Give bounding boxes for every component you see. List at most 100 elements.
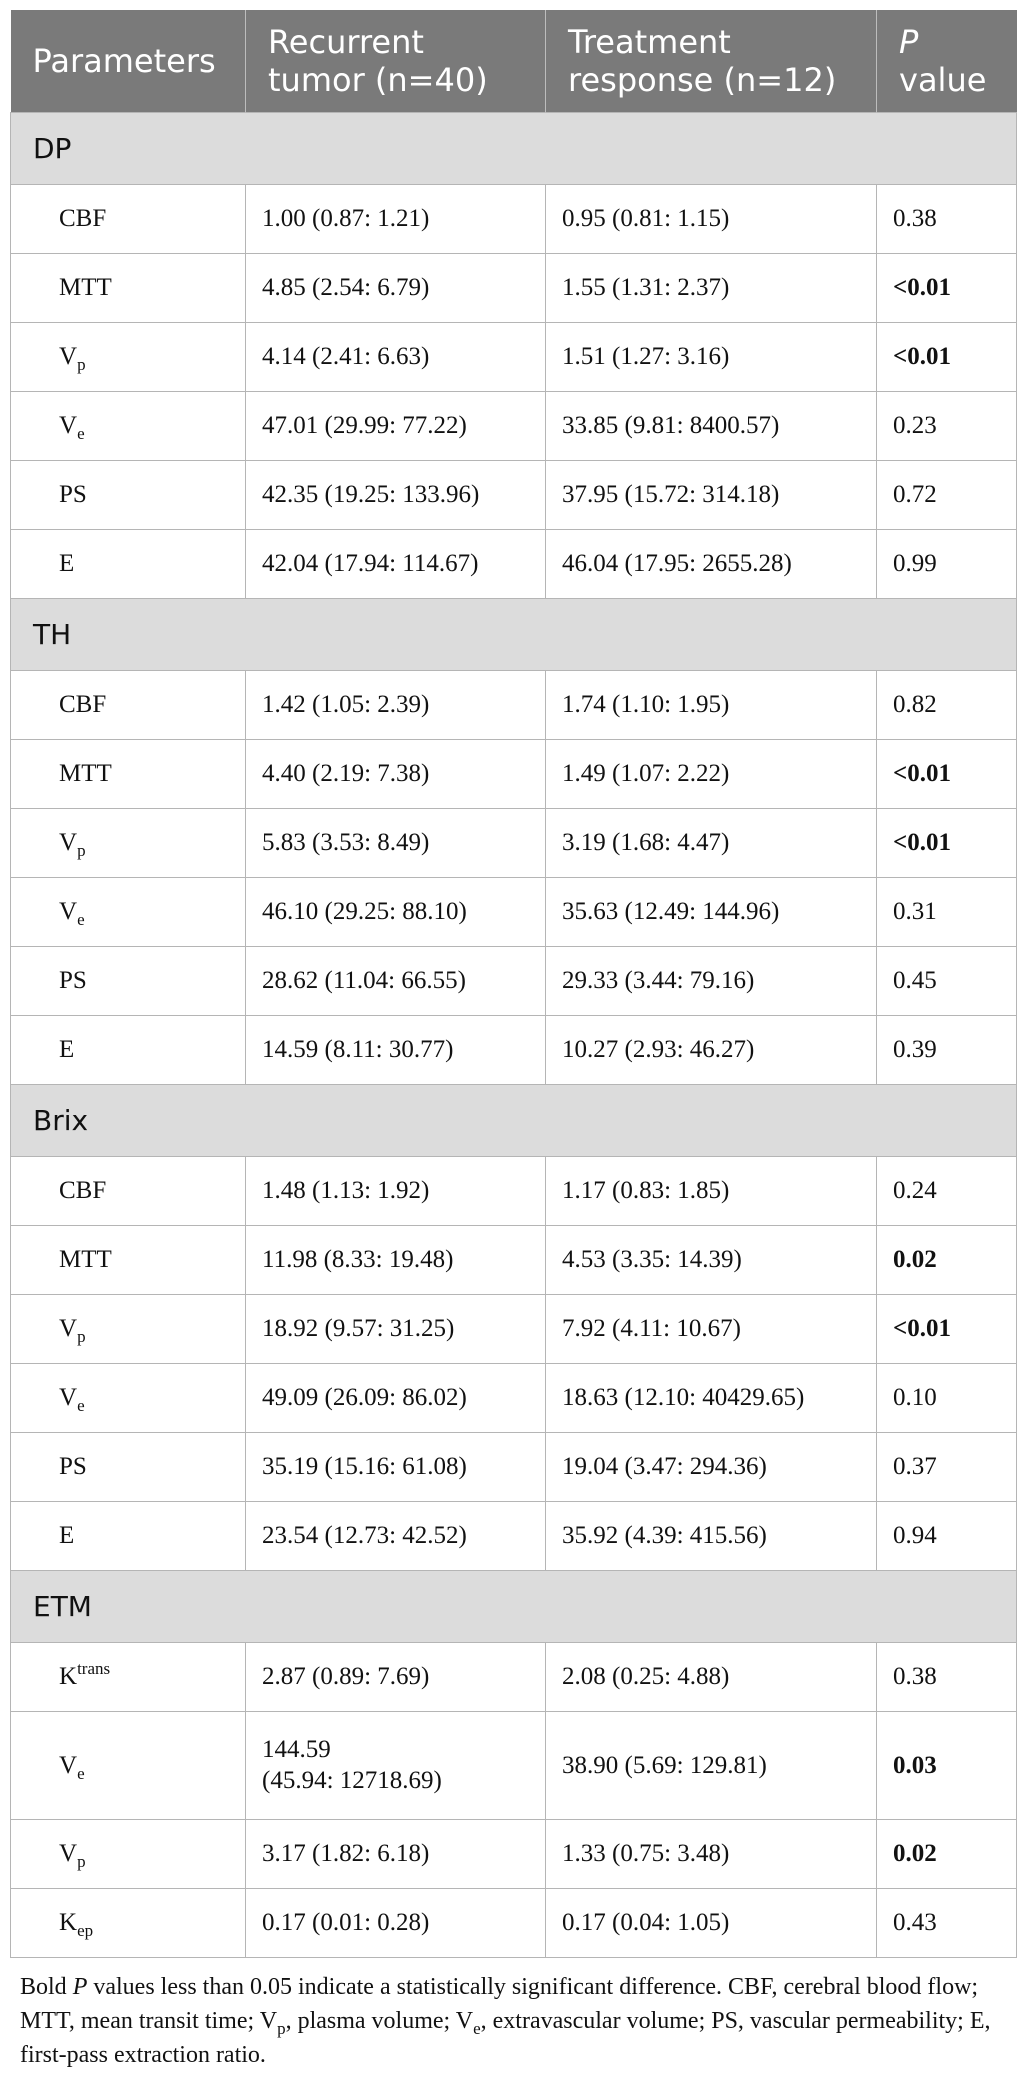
header-p-italic: P xyxy=(899,22,919,61)
recurrent-tumor-cell: 46.10 (29.25: 88.10) xyxy=(245,876,546,947)
header-treatment-response: Treatment response (n=12) xyxy=(545,10,877,112)
parameter-subscript: p xyxy=(77,841,86,860)
recurrent-tumor-cell: 11.98 (8.33: 19.48) xyxy=(245,1224,546,1295)
recurrent-tumor-cell: 2.87 (0.89: 7.69) xyxy=(245,1641,546,1712)
treatment-response-cell: 7.92 (4.11: 10.67) xyxy=(545,1293,877,1364)
group-name: DP xyxy=(10,111,1017,185)
parameter-cell: PS xyxy=(10,1431,246,1502)
parameter-name: V xyxy=(59,1840,78,1867)
treatment-response-cell: 38.90 (5.69: 129.81) xyxy=(545,1710,877,1820)
treatment-response-cell: 33.85 (9.81: 8400.57) xyxy=(545,390,877,461)
parameter-name: E xyxy=(59,1036,75,1063)
recurrent-tumor-cell: 14.59 (8.11: 30.77) xyxy=(245,1014,546,1085)
recurrent-tumor-cell: 144.59 (45.94: 12718.69) xyxy=(245,1710,546,1820)
p-value-cell: 0.38 xyxy=(876,1641,1017,1712)
table-container: Parameters Recurrent tumor (n=40) Treatm… xyxy=(10,10,1017,2096)
group-name: Brix xyxy=(10,1083,1017,1157)
parameter-cell: PS xyxy=(10,459,246,530)
p-value-cell: <0.01 xyxy=(876,252,1017,323)
parameter-name: V xyxy=(59,1751,78,1779)
table-row: CBF 1.42 (1.05: 2.39) 1.74 (1.10: 1.95) 0.8… xyxy=(10,669,1017,740)
table-row: CBF 1.00 (0.87: 1.21) 0.95 (0.81: 1.15) 0.3… xyxy=(10,183,1017,254)
parameter-cell: Ve xyxy=(10,876,246,947)
table-row: Ve 46.10 (29.25: 88.10) 35.63 (12.49: 144.… xyxy=(10,876,1017,947)
parameter-cell: MTT xyxy=(10,252,246,323)
footnote-text-2: values less than 0.05 indicate a statist… xyxy=(20,1973,979,2034)
treatment-response-cell: 2.08 (0.25: 4.88) xyxy=(545,1641,877,1712)
footnote-text-3: , plasma volume; V xyxy=(285,2007,474,2034)
parameter-subscript: p xyxy=(77,1852,86,1871)
p-value-cell: 0.02 xyxy=(876,1818,1017,1889)
treatment-response-cell: 10.27 (2.93: 46.27) xyxy=(545,1014,877,1085)
parameter-name: V xyxy=(59,412,78,439)
treatment-response-cell: 1.49 (1.07: 2.22) xyxy=(545,738,877,809)
treatment-response-cell: 1.74 (1.10: 1.95) xyxy=(545,669,877,740)
table-row: CBF 1.48 (1.13: 1.92) 1.17 (0.83: 1.85) 0.2… xyxy=(10,1155,1017,1226)
parameter-name: MTT xyxy=(59,760,112,787)
group-header-row: TH xyxy=(10,597,1017,671)
parameter-name: K xyxy=(59,1663,78,1690)
treatment-response-cell: 4.53 (3.35: 14.39) xyxy=(545,1224,877,1295)
table-row: Vp 4.14 (2.41: 6.63) 1.51 (1.27: 3.16) <0.0… xyxy=(10,321,1017,392)
treatment-response-cell: 19.04 (3.47: 294.36) xyxy=(545,1431,877,1502)
table-row: Ve 47.01 (29.99: 77.22) 33.85 (9.81: 8400.… xyxy=(10,390,1017,461)
treatment-response-cell: 1.17 (0.83: 1.85) xyxy=(545,1155,877,1226)
parameter-cell: Vp xyxy=(10,807,246,878)
treatment-response-cell: 18.63 (12.10: 40429.65) xyxy=(545,1362,877,1433)
p-value-cell: 0.10 xyxy=(876,1362,1017,1433)
table-row: E 42.04 (17.94: 114.67) 46.04 (17.95: 2655… xyxy=(10,528,1017,599)
parameter-name: V xyxy=(59,1315,78,1342)
parameter-cell: E xyxy=(10,1500,246,1571)
parameter-subscript: ep xyxy=(77,1921,94,1940)
header-row: Parameters Recurrent tumor (n=40) Treatm… xyxy=(10,10,1017,112)
table-row: MTT 11.98 (8.33: 19.48) 4.53 (3.35: 14.39)… xyxy=(10,1224,1017,1295)
parameter-name: CBF xyxy=(59,691,107,718)
footnote-text-1: Bold xyxy=(20,1973,73,2000)
parameter-cell: E xyxy=(10,1014,246,1085)
p-value-cell: 0.99 xyxy=(876,528,1017,599)
p-value-cell: <0.01 xyxy=(876,807,1017,878)
parameter-name: K xyxy=(59,1909,78,1936)
p-value-cell: 0.03 xyxy=(876,1710,1017,1820)
p-value-cell: <0.01 xyxy=(876,321,1017,392)
footnote-sub-p: p xyxy=(277,2018,286,2038)
table-row: PS 35.19 (15.16: 61.08) 19.04 (3.47: 294.3… xyxy=(10,1431,1017,1502)
recurrent-tumor-cell: 4.40 (2.19: 7.38) xyxy=(245,738,546,809)
parameter-name: E xyxy=(59,1522,75,1549)
header-p-rest: value xyxy=(899,60,987,99)
p-value-cell: 0.37 xyxy=(876,1431,1017,1502)
parameter-cell: E xyxy=(10,528,246,599)
table-row: Ve 49.09 (26.09: 86.02) 18.63 (12.10: 4042… xyxy=(10,1362,1017,1433)
recurrent-tumor-cell: 42.35 (19.25: 133.96) xyxy=(245,459,546,530)
parameter-name: CBF xyxy=(59,205,107,232)
recurrent-tumor-cell: 1.42 (1.05: 2.39) xyxy=(245,669,546,740)
footnote-text-4: , extravascular volume; PS, vascular per… xyxy=(20,2007,991,2068)
recurrent-tumor-cell: 47.01 (29.99: 77.22) xyxy=(245,390,546,461)
parameter-subscript: e xyxy=(77,910,85,929)
recurrent-tumor-cell: 18.92 (9.57: 31.25) xyxy=(245,1293,546,1364)
p-value-cell: 0.38 xyxy=(876,183,1017,254)
parameter-cell: Vp xyxy=(10,321,246,392)
p-value-cell: 0.72 xyxy=(876,459,1017,530)
recurrent-tumor-cell: 5.83 (3.53: 8.49) xyxy=(245,807,546,878)
recurrent-tumor-cell: 1.48 (1.13: 1.92) xyxy=(245,1155,546,1226)
recurrent-tumor-cell: 4.85 (2.54: 6.79) xyxy=(245,252,546,323)
table-footnote: Bold P values less than 0.05 indicate a … xyxy=(10,1970,1016,2072)
parameter-name: PS xyxy=(59,1453,87,1480)
recurrent-tumor-cell: 23.54 (12.73: 42.52) xyxy=(245,1500,546,1571)
treatment-response-cell: 35.63 (12.49: 144.96) xyxy=(545,876,877,947)
p-value-cell: 0.31 xyxy=(876,876,1017,947)
table-row: MTT 4.85 (2.54: 6.79) 1.55 (1.31: 2.37) <0.… xyxy=(10,252,1017,323)
treatment-response-cell: 37.95 (15.72: 314.18) xyxy=(545,459,877,530)
parameter-subscript: e xyxy=(77,424,85,443)
group-header-row: ETM xyxy=(10,1569,1017,1643)
recurrent-tumor-cell: 35.19 (15.16: 61.08) xyxy=(245,1431,546,1502)
recurrent-tumor-cell: 42.04 (17.94: 114.67) xyxy=(245,528,546,599)
treatment-response-cell: 1.55 (1.31: 2.37) xyxy=(545,252,877,323)
parameter-cell: Kep xyxy=(10,1887,246,1958)
parameter-subscript: e xyxy=(77,1763,85,1783)
group-header-row: DP xyxy=(10,111,1017,185)
results-table: Parameters Recurrent tumor (n=40) Treatm… xyxy=(10,10,1017,1958)
parameter-name: MTT xyxy=(59,274,112,301)
parameter-name: E xyxy=(59,550,75,577)
